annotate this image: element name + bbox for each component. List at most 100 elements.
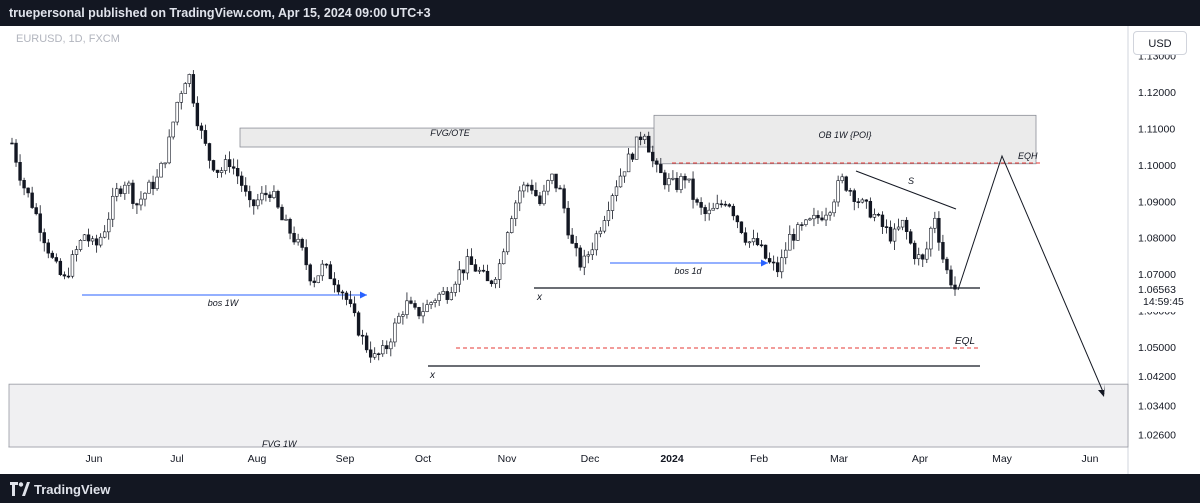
bos-1w-label: bos 1W: [208, 298, 240, 308]
candle-up: [594, 233, 599, 251]
candle-down: [485, 270, 490, 282]
candle-down: [86, 234, 91, 242]
candle-down: [119, 188, 123, 194]
candle-down: [655, 160, 659, 165]
fvg-1w-box[interactable]: [8, 383, 1129, 448]
candle-down: [530, 184, 534, 191]
candle-down: [570, 234, 574, 244]
candle-down: [46, 242, 50, 254]
footer-logo-text: TradingView: [34, 481, 111, 497]
candle-down: [336, 284, 341, 293]
candle-up: [546, 180, 550, 192]
candle-down: [792, 234, 796, 241]
candle-up: [590, 249, 595, 256]
candle-down: [731, 205, 736, 217]
y-tick-label: 1.08000: [1138, 233, 1176, 245]
candle-down: [848, 190, 852, 192]
candle-up: [123, 184, 127, 194]
candle-down: [352, 303, 357, 314]
y-tick-label: 1.10000: [1138, 160, 1176, 172]
candle-down: [566, 207, 570, 236]
candle-down: [34, 207, 38, 215]
candle-down: [368, 349, 373, 358]
candle-up: [804, 219, 808, 225]
candle-down: [638, 136, 643, 140]
candle-down: [50, 252, 54, 258]
projection-path[interactable]: [957, 154, 1105, 395]
candle-down: [191, 74, 196, 104]
candle-up: [421, 311, 425, 317]
currency-button[interactable]: USD: [1133, 31, 1187, 55]
s-trendline[interactable]: [855, 170, 957, 210]
candle-up: [115, 188, 119, 197]
candle-up: [679, 176, 683, 190]
candle-down: [554, 173, 558, 189]
candle-up: [477, 269, 482, 272]
candle-down: [292, 232, 296, 243]
published-text: truepersonal published on TradingView.co…: [9, 6, 431, 20]
y-tick-label: 1.09000: [1138, 196, 1176, 208]
candle-up: [836, 180, 840, 203]
candle-up: [78, 240, 83, 250]
candle-down: [280, 206, 284, 221]
candle-down: [683, 176, 687, 181]
candle-down: [348, 299, 353, 305]
candle-down: [578, 247, 582, 268]
candle-up: [828, 212, 832, 216]
candle-down: [852, 190, 856, 202]
candle-up: [505, 232, 510, 253]
candle-down: [199, 125, 204, 131]
candle-up: [159, 162, 163, 178]
last-price-tag: [1131, 282, 1197, 312]
candle-up: [872, 213, 877, 218]
x-tick-label: May: [992, 453, 1013, 465]
candle-down: [800, 224, 804, 226]
candle-down: [558, 187, 562, 190]
candle-up: [925, 248, 929, 260]
candle-down: [526, 184, 530, 187]
candle-up: [147, 181, 151, 194]
candle-down: [360, 334, 365, 337]
candle-up: [671, 177, 675, 180]
candle-down: [699, 202, 703, 208]
candle-down: [908, 231, 913, 244]
candle-up: [111, 195, 115, 220]
candle-up: [917, 254, 921, 260]
x-tick-label: Dec: [581, 453, 600, 465]
candle-up: [824, 214, 828, 221]
candle-up: [751, 238, 756, 243]
ob-1w-label: OB 1W {POI}: [818, 130, 871, 140]
candle-up: [514, 202, 518, 219]
candle-up: [542, 190, 546, 205]
candle-down: [268, 194, 272, 198]
x-tick-label: Nov: [498, 453, 517, 465]
candle-up: [155, 176, 159, 190]
candle-down: [574, 242, 578, 249]
candle-down: [377, 353, 381, 356]
candle-down: [727, 204, 732, 207]
candle-down: [340, 291, 345, 294]
candle-up: [933, 217, 937, 229]
tradingview-logo[interactable]: TradingView: [10, 480, 130, 498]
candle-down: [695, 199, 699, 203]
candle-down: [663, 172, 667, 186]
candle-down: [538, 195, 542, 205]
ob-1w-box[interactable]: [653, 114, 1037, 165]
candle-down: [94, 238, 99, 246]
x-tick-label: 2024: [660, 453, 684, 465]
candle-up: [518, 190, 522, 204]
candle-down: [304, 247, 308, 266]
candle-down: [651, 151, 655, 162]
candle-up: [219, 170, 224, 173]
candle-down: [953, 284, 957, 290]
candle-up: [501, 251, 506, 265]
candle-up: [626, 153, 631, 173]
candle-up: [389, 341, 393, 350]
candle-up: [522, 184, 526, 192]
candle-up: [707, 209, 711, 215]
candle-up: [316, 275, 320, 283]
candle-up: [320, 263, 325, 277]
candle-up: [296, 238, 300, 243]
candle-up: [74, 249, 79, 255]
